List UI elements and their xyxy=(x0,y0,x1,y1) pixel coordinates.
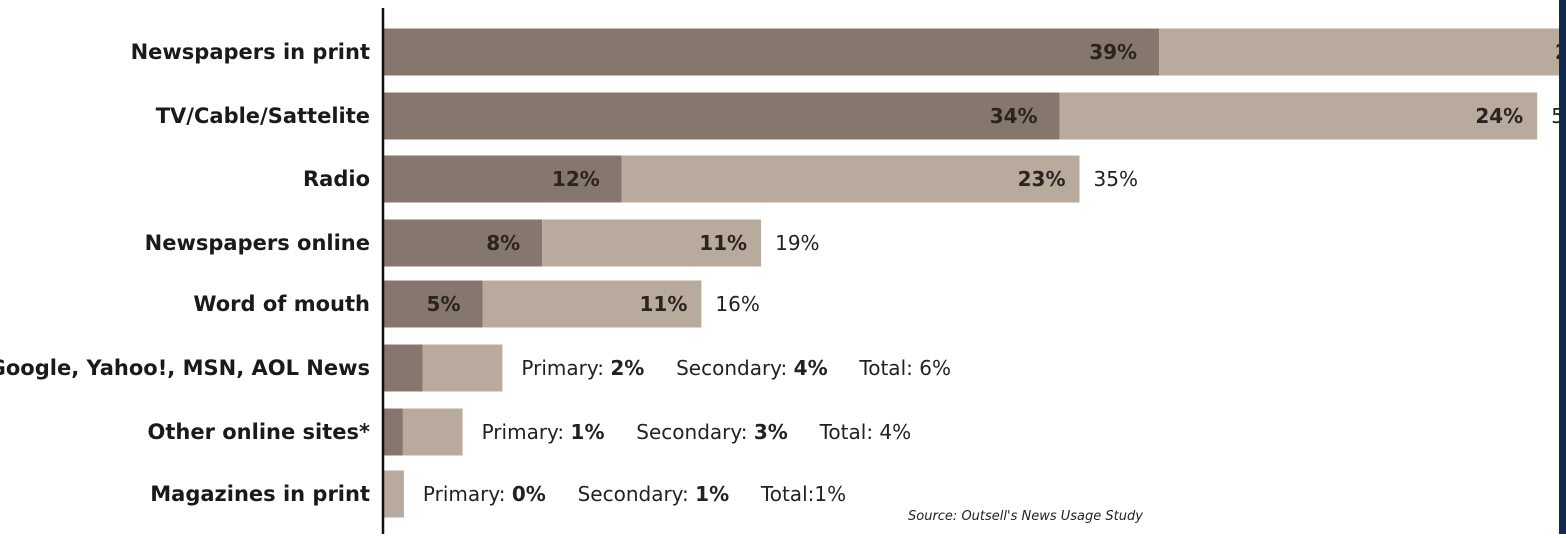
data-label-total: 16% xyxy=(715,292,759,316)
category-label: Other online sites* xyxy=(148,420,371,444)
bar-primary xyxy=(383,408,403,456)
data-label-secondary: 23% xyxy=(1018,167,1066,191)
bar-secondary xyxy=(1159,28,1566,76)
bar-primary xyxy=(383,280,483,328)
bar-secondary xyxy=(542,219,762,267)
bar-primary xyxy=(383,344,423,392)
data-label-total: 35% xyxy=(1094,167,1138,191)
bar-primary xyxy=(383,155,622,203)
window-edge-stripe xyxy=(1559,0,1566,534)
data-label-primary: 8% xyxy=(486,231,520,255)
data-label-secondary: 11% xyxy=(699,231,747,255)
category-label: TV/Cable/Sattelite xyxy=(156,104,370,128)
category-label: Newspapers online xyxy=(145,231,370,255)
category-label: Google, Yahoo!, MSN, AOL News xyxy=(0,356,370,380)
data-label-primary: 39% xyxy=(1089,40,1137,64)
data-label-secondary: 11% xyxy=(640,292,688,316)
data-label-secondary: 24% xyxy=(1475,104,1523,128)
data-label-primary: 5% xyxy=(427,292,461,316)
bar-secondary xyxy=(482,280,702,328)
bar-primary xyxy=(383,92,1060,140)
bar-secondary xyxy=(422,344,503,392)
category-label: Word of mouth xyxy=(193,292,370,316)
data-label-total: 19% xyxy=(775,231,819,255)
data-label-breakdown: Primary: 2% Secondary: 4% Total: 6% xyxy=(521,356,951,380)
source-note: Source: Outsell's News Usage Study xyxy=(908,509,1143,524)
bar-primary xyxy=(383,219,543,267)
bar-secondary xyxy=(621,155,1080,203)
category-label: Magazines in print xyxy=(150,482,370,506)
data-label-breakdown: Primary: 1% Secondary: 3% Total: 4% xyxy=(482,420,912,444)
bar-secondary xyxy=(1059,92,1538,140)
category-label: Radio xyxy=(303,167,370,191)
bar-secondary xyxy=(384,470,404,518)
bar-primary xyxy=(383,28,1160,76)
data-label-breakdown: Primary: 0% Secondary: 1% Total:1% xyxy=(423,482,846,506)
category-label: Newspapers in print xyxy=(131,40,370,64)
data-label-primary: 12% xyxy=(552,167,600,191)
bar-secondary xyxy=(402,408,463,456)
data-label-primary: 34% xyxy=(990,104,1038,128)
